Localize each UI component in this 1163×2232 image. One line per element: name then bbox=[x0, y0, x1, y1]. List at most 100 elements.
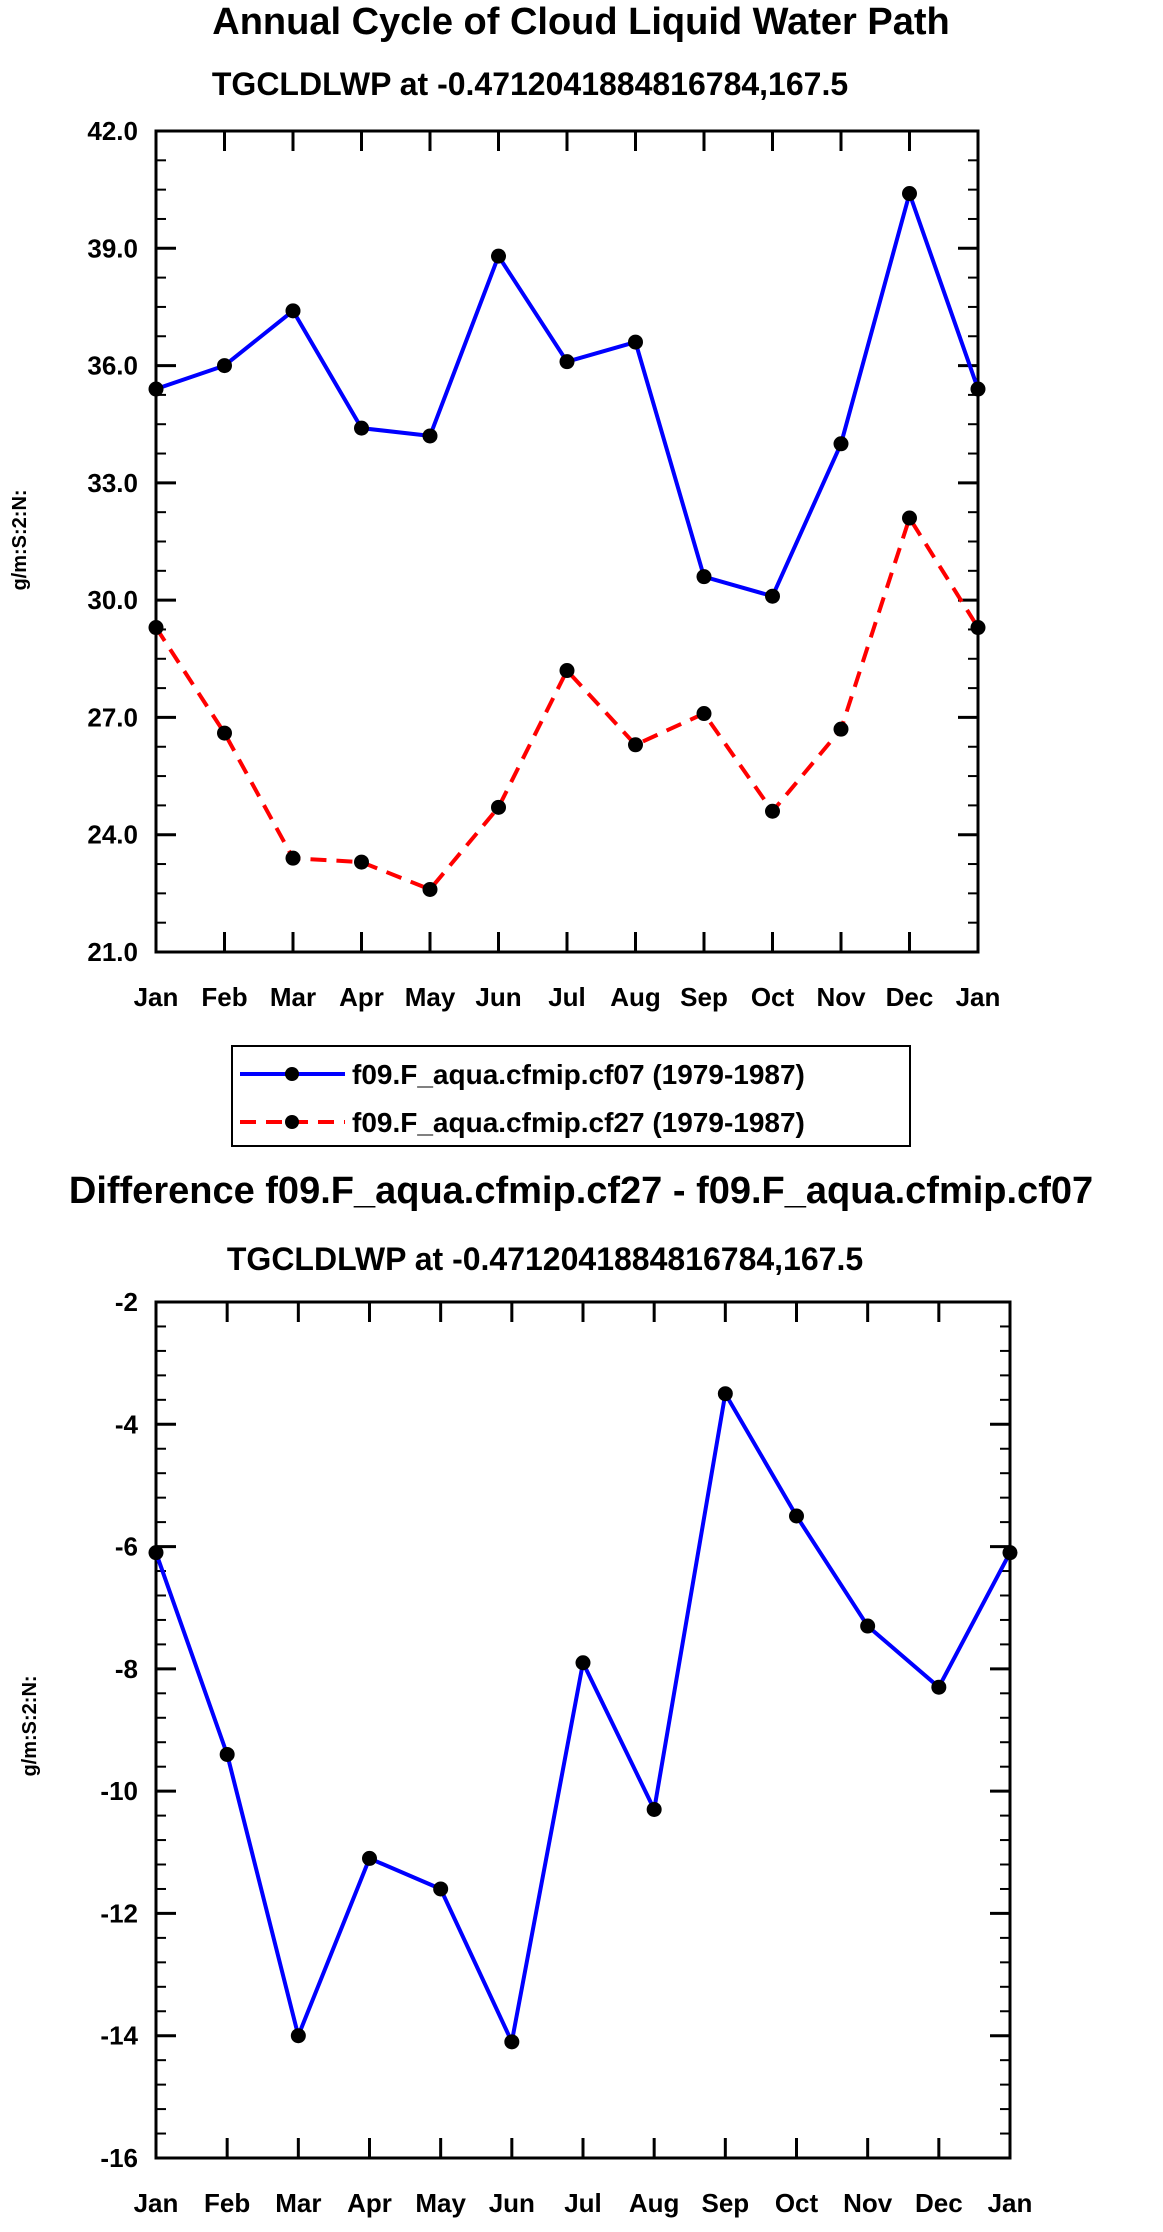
data-point bbox=[765, 803, 780, 819]
chart1-y-axis-label: g/m:S:2:N: bbox=[9, 489, 31, 590]
data-point bbox=[575, 1655, 591, 1671]
chart1-title: Annual Cycle of Cloud Liquid Water Path bbox=[212, 1, 950, 43]
x-tick-label: Oct bbox=[775, 2188, 819, 2218]
x-tick-label: Jul bbox=[548, 982, 586, 1012]
y-tick-label: -4 bbox=[115, 1409, 139, 1439]
data-point bbox=[148, 620, 164, 636]
data-point bbox=[970, 381, 986, 397]
data-point bbox=[765, 588, 780, 604]
plot-frame bbox=[154, 1300, 1012, 2160]
y-tick-label: -10 bbox=[100, 1776, 138, 1806]
legend-box bbox=[231, 1045, 911, 1147]
x-tick-label: Dec bbox=[915, 2188, 963, 2218]
data-point bbox=[504, 2034, 520, 2050]
data-point bbox=[628, 334, 643, 350]
data-point bbox=[217, 358, 232, 374]
chart2-series bbox=[148, 1386, 1018, 2050]
x-tick-label: Jan bbox=[134, 2188, 179, 2218]
chart1-tick-labels: 21.0 24.0 27.0 30.0 33.0 36.0 39.0 42.0 Jan Feb Ma… bbox=[87, 116, 1000, 1012]
data-point bbox=[833, 436, 849, 452]
x-tick-label: Jan bbox=[956, 982, 1001, 1012]
data-point bbox=[422, 881, 438, 897]
data-point bbox=[354, 420, 369, 436]
x-tick-label: May bbox=[415, 2188, 466, 2218]
y-tick-label: 39.0 bbox=[87, 233, 138, 263]
chart2-tick-labels: -16 -14 -12 -10 -8 -6 -4 -2 Jan Feb Mar Apr May Jun Ju… bbox=[100, 1287, 1032, 2218]
data-point bbox=[491, 799, 506, 815]
x-tick-label: Feb bbox=[204, 2188, 250, 2218]
x-tick-label: Apr bbox=[339, 982, 384, 1012]
legend: f09.F_aqua.cfmip.cf07 (1979-1987) f09.F_… bbox=[231, 1045, 911, 1147]
data-point bbox=[931, 1679, 947, 1695]
y-tick-label: -16 bbox=[100, 2143, 138, 2173]
chart2-axes bbox=[154, 1300, 1012, 2160]
data-point bbox=[559, 663, 575, 679]
x-tick-label: Jan bbox=[134, 982, 179, 1012]
data-point bbox=[285, 303, 301, 319]
legend-label-cf27: f09.F_aqua.cfmip.cf27 (1979-1987) bbox=[352, 1107, 805, 1138]
chart1-series bbox=[148, 186, 986, 897]
x-tick-label: Dec bbox=[886, 982, 934, 1012]
y-tick-label: -6 bbox=[115, 1532, 138, 1562]
x-tick-label: Jun bbox=[475, 982, 521, 1012]
data-point bbox=[902, 186, 917, 202]
data-point bbox=[285, 850, 301, 866]
y-tick-label: 36.0 bbox=[87, 351, 138, 381]
data-point bbox=[362, 1850, 377, 1866]
x-tick-label: Sep bbox=[680, 982, 728, 1012]
legend-marker-cf07 bbox=[285, 1067, 299, 1081]
y-tick-label: 21.0 bbox=[87, 937, 138, 967]
difference-chart: Difference f09.F_aqua.cfmip.cf27 - f09.F… bbox=[19, 1170, 1093, 2218]
chart2-subtitle: TGCLDLWP at -0.4712041884816784,167.5 bbox=[227, 1241, 863, 1277]
y-tick-label: 27.0 bbox=[87, 702, 138, 732]
data-point bbox=[422, 428, 438, 444]
chart2-y-axis-label: g/m:S:2:N: bbox=[19, 1675, 41, 1776]
y-tick-label: -8 bbox=[115, 1654, 138, 1684]
y-tick-label: -14 bbox=[100, 2021, 138, 2051]
data-point bbox=[354, 854, 369, 870]
x-tick-label: Aug bbox=[629, 2188, 680, 2218]
data-point bbox=[860, 1618, 876, 1634]
x-tick-label: Mar bbox=[270, 982, 316, 1012]
data-point bbox=[970, 620, 986, 636]
series-line bbox=[154, 516, 980, 892]
annual-cycle-chart: Annual Cycle of Cloud Liquid Water Path … bbox=[9, 1, 1000, 1012]
data-point bbox=[833, 721, 849, 737]
data-point bbox=[559, 354, 575, 370]
x-tick-label: Nov bbox=[843, 2188, 893, 2218]
chart2-title: Difference f09.F_aqua.cfmip.cf27 - f09.F… bbox=[69, 1170, 1093, 1212]
x-tick-label: Apr bbox=[347, 2188, 392, 2218]
data-point bbox=[219, 1746, 235, 1762]
data-point bbox=[148, 381, 164, 397]
x-tick-label: Feb bbox=[201, 982, 247, 1012]
y-tick-label: -12 bbox=[100, 1898, 138, 1928]
y-tick-label: 24.0 bbox=[87, 820, 138, 850]
x-tick-label: Oct bbox=[751, 982, 795, 1012]
x-tick-label: May bbox=[405, 982, 456, 1012]
chart1-subtitle: TGCLDLWP at -0.4712041884816784,167.5 bbox=[212, 66, 848, 102]
data-point bbox=[902, 510, 917, 526]
data-point bbox=[148, 1545, 164, 1561]
x-tick-label: Sep bbox=[701, 2188, 749, 2218]
y-tick-label: 33.0 bbox=[87, 468, 138, 498]
legend-marker-cf27 bbox=[285, 1115, 299, 1129]
y-tick-label: 30.0 bbox=[87, 585, 138, 615]
series-line bbox=[155, 191, 980, 599]
x-tick-label: Mar bbox=[275, 2188, 321, 2218]
x-tick-label: Jun bbox=[489, 2188, 535, 2218]
y-tick-label: 42.0 bbox=[87, 116, 138, 146]
legend-label-cf07: f09.F_aqua.cfmip.cf07 (1979-1987) bbox=[352, 1059, 805, 1090]
y-tick-label: -2 bbox=[115, 1287, 138, 1317]
x-tick-label: Aug bbox=[610, 982, 661, 1012]
data-point bbox=[433, 1881, 449, 1897]
data-point bbox=[696, 569, 712, 585]
data-point bbox=[491, 248, 506, 264]
chart1-axes bbox=[154, 129, 980, 954]
series-line bbox=[154, 1391, 1012, 2044]
x-tick-label: Jan bbox=[988, 2188, 1033, 2218]
data-point bbox=[646, 1801, 662, 1817]
plot-frame bbox=[154, 129, 980, 954]
data-point bbox=[696, 706, 712, 722]
data-point bbox=[290, 2028, 306, 2044]
